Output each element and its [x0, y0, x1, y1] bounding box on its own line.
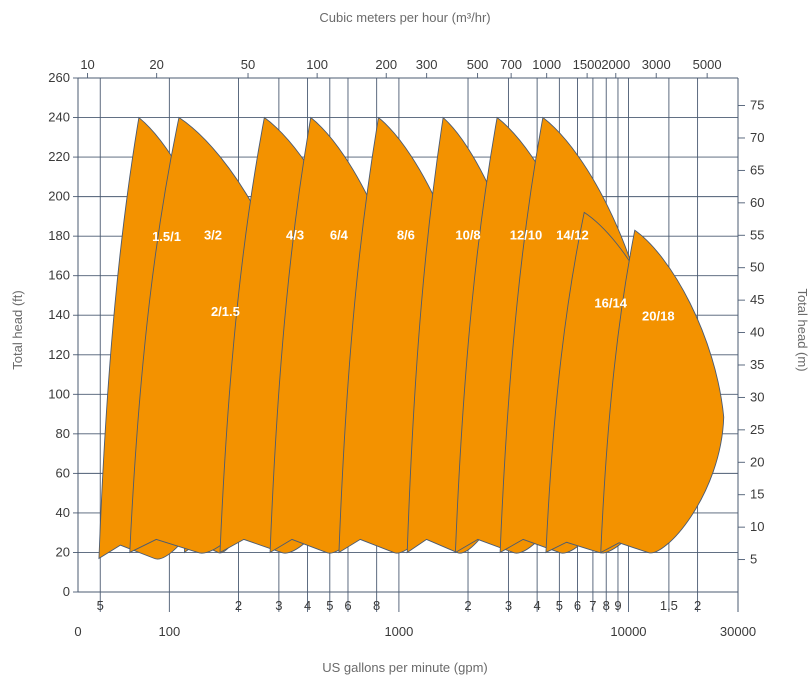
right-tick-label-4: 25 [750, 422, 764, 437]
pump-regions [98, 116, 725, 560]
right-tick-label-9: 50 [750, 260, 764, 275]
bottom-minor-tick-label-5: 6 [344, 598, 351, 613]
bottom-minor-tick-label-8: 3 [505, 598, 512, 613]
pump-label-6-4: 6/4 [330, 227, 349, 242]
top-axis-title: Cubic meters per hour (m³/hr) [319, 10, 490, 25]
left-tick-label-3: 60 [56, 465, 70, 480]
top-tick-label-11: 3000 [642, 57, 671, 72]
right-tick-label-6: 35 [750, 357, 764, 372]
right-tick-label-14: 75 [750, 98, 764, 113]
bottom-major-tick-label-1: 100 [158, 624, 180, 639]
pump-label-14-12: 14/12 [556, 227, 589, 242]
left-tick-label-6: 120 [48, 347, 70, 362]
axis-frame [77, 77, 739, 612]
top-tick-label-4: 200 [375, 57, 397, 72]
left-tick-label-11: 220 [48, 149, 70, 164]
right-tick-label-1: 10 [750, 519, 764, 534]
left-tick-label-1: 20 [56, 544, 70, 559]
right-tick-label-5: 30 [750, 389, 764, 404]
bottom-minor-tick-label-12: 7 [589, 598, 596, 613]
right-tick-label-13: 70 [750, 130, 764, 145]
left-tick-label-10: 200 [48, 189, 70, 204]
left-tick-label-0: 0 [63, 584, 70, 599]
bottom-minor-tick-label-9: 4 [534, 598, 541, 613]
bottom-major-tick-label-3: 10000 [610, 624, 646, 639]
bottom-axis-title: US gallons per minute (gpm) [322, 660, 487, 675]
top-tick-label-1: 20 [149, 57, 163, 72]
region-labels: 1.5/1 2/1.5 3/2 4/3 6/4 8/6 10/8 12/10 14/12 16/1… [152, 227, 675, 323]
bottom-minor-tick-label-16: 2 [694, 598, 701, 613]
bottom-minor-tick-label-13: 8 [603, 598, 610, 613]
top-tick-label-7: 700 [500, 57, 522, 72]
top-tick-label-12: 5000 [693, 57, 722, 72]
pump-label-8-6: 8/6 [397, 227, 415, 242]
top-tick-label-2: 50 [241, 57, 255, 72]
top-tick-label-6: 500 [467, 57, 489, 72]
bottom-minor-tick-label-4: 5 [326, 598, 333, 613]
left-tick-label-8: 160 [48, 268, 70, 283]
right-tick-label-10: 55 [750, 227, 764, 242]
top-tick-label-8: 1000 [532, 57, 561, 72]
pump-label-2-1-5: 2/1.5 [211, 304, 240, 319]
top-tick-label-5: 300 [416, 57, 438, 72]
pump-label-20-18: 20/18 [642, 308, 675, 323]
top-tick-label-9: 1500 [573, 57, 602, 72]
right-tick-label-7: 40 [750, 325, 764, 340]
right-tick-label-3: 20 [750, 454, 764, 469]
left-tick-label-9: 180 [48, 228, 70, 243]
pump-label-1-5-1: 1.5/1 [152, 229, 181, 244]
bottom-major-tick-label-0: 0 [74, 624, 81, 639]
left-axis-title: Total head (ft) [10, 290, 25, 370]
pump-label-10-8: 10/8 [455, 227, 480, 242]
bottom-minor-tick-label-10: 5 [556, 598, 563, 613]
right-tick-label-8: 45 [750, 292, 764, 307]
bottom-minor-tick-label-2: 3 [275, 598, 282, 613]
bottom-minor-tick-label-14: 9 [614, 598, 621, 613]
bottom-minor-tick-label-11: 6 [574, 598, 581, 613]
pump-region-20-18 [600, 229, 725, 554]
tick-labels: 0204060801001201401601802002202402605101… [48, 57, 764, 639]
top-tick-label-10: 2000 [601, 57, 630, 72]
top-tick-label-0: 10 [80, 57, 94, 72]
right-tick-label-2: 15 [750, 487, 764, 502]
bottom-major-tick-label-2: 1000 [384, 624, 413, 639]
left-tick-label-4: 80 [56, 426, 70, 441]
right-tick-label-11: 60 [750, 195, 764, 210]
left-tick-label-2: 40 [56, 505, 70, 520]
left-tick-label-13: 260 [48, 70, 70, 85]
left-tick-label-7: 140 [48, 307, 70, 322]
bottom-minor-tick-label-15: 1.5 [660, 598, 678, 613]
bottom-minor-tick-label-6: 8 [373, 598, 380, 613]
left-tick-label-12: 240 [48, 110, 70, 125]
right-tick-label-12: 65 [750, 162, 764, 177]
top-tick-label-3: 100 [306, 57, 328, 72]
pump-label-12-10: 12/10 [510, 227, 543, 242]
left-tick-label-5: 100 [48, 386, 70, 401]
right-tick-label-0: 5 [750, 552, 757, 567]
pump-label-16-14: 16/14 [594, 296, 627, 311]
bottom-minor-tick-label-1: 2 [235, 598, 242, 613]
bottom-minor-tick-label-3: 4 [304, 598, 311, 613]
pump-label-4-3: 4/3 [286, 227, 304, 242]
right-axis-title: Total head (m) [795, 288, 810, 371]
pump-label-3-2: 3/2 [204, 227, 222, 242]
bottom-minor-tick-label-0: 5 [97, 598, 104, 613]
bottom-minor-tick-label-7: 2 [464, 598, 471, 613]
bottom-major-tick-label-4: 30000 [720, 624, 756, 639]
